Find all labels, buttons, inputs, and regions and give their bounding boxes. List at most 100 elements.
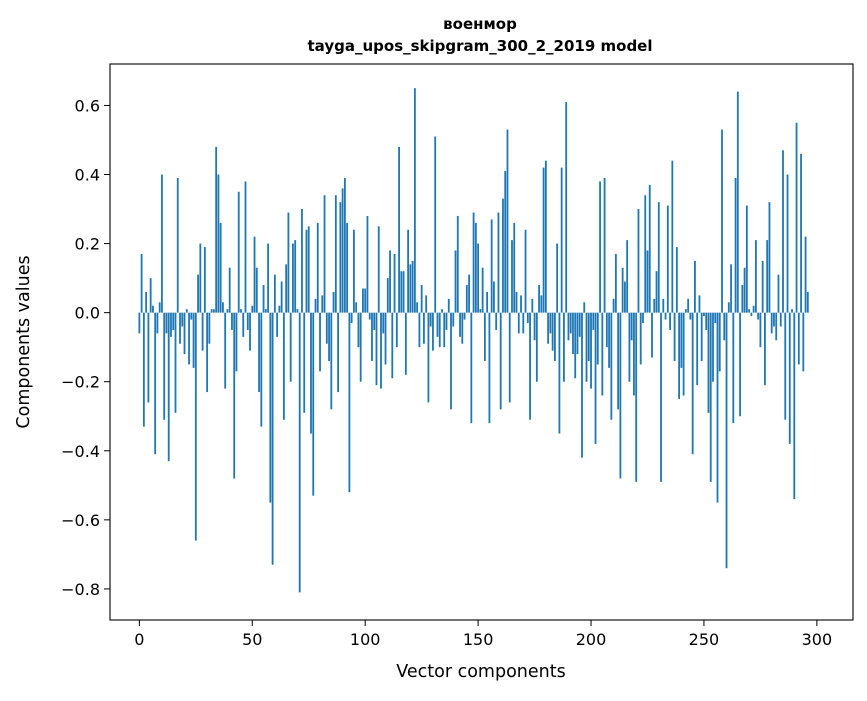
bar-159 [497, 212, 500, 313]
bar-152 [481, 267, 484, 313]
bar-35 [217, 174, 220, 313]
bar-155 [488, 312, 491, 424]
bar-60 [273, 274, 276, 313]
bar-94 [350, 312, 353, 324]
bar-31 [208, 312, 211, 344]
bar-292 [797, 312, 800, 365]
bar-291 [795, 122, 798, 313]
bar-184 [553, 312, 556, 361]
bar-174 [531, 298, 534, 313]
bar-137 [447, 298, 450, 313]
bar-37 [222, 302, 224, 313]
bar-143 [461, 312, 464, 344]
bar-294 [802, 312, 805, 372]
bar-216 [626, 240, 629, 313]
bar-238 [675, 247, 678, 313]
bar-222 [639, 312, 642, 365]
bar-145 [465, 285, 468, 313]
bar-126 [423, 312, 425, 344]
bar-123 [416, 302, 419, 313]
bar-24 [192, 312, 195, 368]
bar-244 [689, 312, 692, 320]
bar-269 [745, 205, 748, 313]
bar-121 [411, 260, 414, 313]
bar-229 [655, 271, 658, 313]
bar-103 [371, 312, 373, 361]
bar-154 [486, 291, 489, 313]
bar-151 [479, 309, 482, 313]
bar-168 [517, 312, 520, 334]
bar-293 [800, 153, 802, 313]
bar-283 [777, 274, 780, 313]
bar-44 [237, 191, 240, 313]
bar-118 [404, 312, 407, 375]
bar-191 [569, 312, 572, 334]
bar-261 [727, 302, 730, 313]
bar-164 [508, 312, 511, 403]
bar-97 [357, 312, 360, 348]
bar-251 [705, 312, 708, 330]
bar-234 [666, 205, 669, 313]
bar-166 [513, 222, 516, 313]
bar-84 [328, 312, 330, 361]
bar-190 [567, 312, 570, 341]
bar-62 [278, 305, 281, 313]
bar-235 [669, 312, 671, 330]
bar-237 [673, 312, 676, 361]
bar-3 [145, 291, 148, 313]
bar-127 [425, 295, 428, 313]
bar-224 [644, 195, 647, 313]
bar-10 [161, 174, 163, 313]
bar-194 [576, 312, 579, 355]
bar-214 [621, 267, 624, 313]
bar-146 [468, 274, 470, 313]
y-tick-label: −0.2 [61, 373, 100, 392]
bar-90 [341, 188, 344, 313]
bar-141 [456, 215, 459, 313]
bar-205 [601, 312, 604, 396]
bar-240 [680, 312, 683, 368]
y-tick-label: 0.6 [75, 96, 100, 115]
bar-233 [664, 312, 667, 320]
bar-201 [592, 312, 595, 330]
bar-12 [165, 312, 168, 334]
bar-276 [761, 260, 764, 313]
bar-21 [185, 309, 188, 313]
bar-260 [725, 312, 728, 569]
bar-185 [556, 243, 559, 313]
bar-70 [296, 309, 299, 313]
bar-140 [454, 250, 457, 313]
bar-217 [628, 312, 631, 382]
bar-232 [662, 298, 665, 313]
bar-113 [393, 253, 396, 313]
bar-42 [233, 312, 236, 479]
bar-106 [377, 226, 380, 313]
bar-19 [181, 312, 184, 327]
bar-289 [791, 309, 793, 313]
bar-172 [526, 312, 529, 324]
bar-264 [734, 177, 737, 313]
bar-271 [750, 312, 753, 317]
bar-188 [563, 312, 565, 382]
bar-130 [432, 312, 434, 351]
bar-53 [258, 312, 260, 393]
bar-258 [721, 129, 723, 313]
bar-162 [504, 171, 507, 313]
bar-287 [786, 174, 789, 313]
bar-7 [154, 312, 157, 455]
bar-247 [696, 312, 699, 386]
bar-54 [260, 312, 263, 427]
y-tick-label: −0.6 [61, 511, 100, 530]
bar-225 [646, 250, 649, 313]
bar-288 [788, 312, 791, 444]
bar-88 [337, 312, 339, 393]
bar-245 [691, 312, 694, 455]
bar-108 [382, 312, 385, 334]
bar-284 [779, 312, 782, 327]
bar-55 [262, 285, 265, 313]
bar-119 [407, 229, 410, 313]
bar-40 [228, 267, 231, 313]
bar-285 [782, 150, 784, 313]
bar-52 [255, 267, 258, 313]
bar-197 [583, 302, 586, 313]
